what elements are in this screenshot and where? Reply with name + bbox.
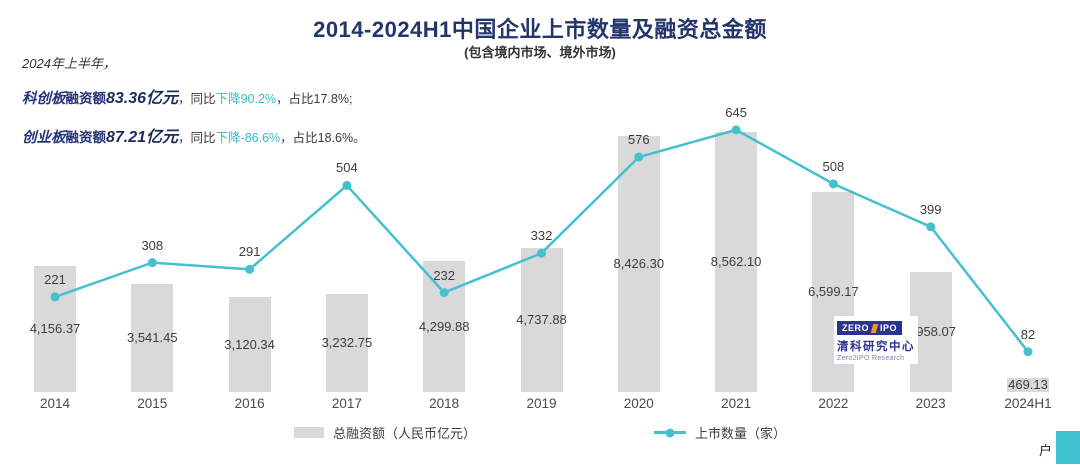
- logo-cn-text: 清科研究中心: [837, 341, 915, 353]
- line-value-label-2024H1: 82: [1020, 326, 1036, 342]
- x-axis-label-2018: 2018: [429, 396, 460, 411]
- bar-value-label-2024H1: 469.13: [1008, 376, 1048, 392]
- line-point-2015: [147, 258, 157, 268]
- x-axis-label-2023: 2023: [915, 396, 946, 411]
- annotation-segment: ，占比18.6%。: [280, 131, 366, 145]
- annotation-segment: 下降-86.6%: [215, 131, 281, 145]
- annotation-segment: 融资额: [65, 130, 107, 145]
- page-title: 2014-2024H1中国企业上市数量及融资总金额: [313, 17, 767, 42]
- bar-2024H1: [1007, 377, 1049, 392]
- annotation-segment: ，同比: [178, 92, 216, 106]
- bar-value-label-2014: 4,156.37: [29, 320, 81, 336]
- x-axis-label-2024H1: 2024H1: [1004, 396, 1052, 411]
- line-dot-icon: [665, 428, 675, 437]
- line-value-label-2017: 504: [336, 160, 358, 176]
- zero2ipo-badge-icon: ZERO IPO: [837, 321, 903, 335]
- cutoff-corner-text: 户: [1039, 443, 1053, 458]
- x-axis-label-2014: 2014: [39, 396, 71, 411]
- annotation-segment: ，同比: [178, 131, 216, 145]
- bar-value-label-2016: 3,120.34: [224, 336, 275, 352]
- line-value-label-2023: 399: [919, 201, 942, 217]
- x-axis-label-2021: 2021: [721, 396, 752, 411]
- line-value-label-2022: 508: [822, 158, 845, 174]
- line-point-2023: [926, 222, 936, 232]
- logo-slash-icon: [870, 323, 879, 333]
- line-value-label-2019: 332: [530, 228, 553, 244]
- line-value-label-2018: 232: [433, 267, 456, 283]
- bar-swatch-icon: [293, 427, 324, 438]
- annotation-segment: 87.21亿元: [106, 129, 179, 146]
- line-point-2016: [245, 264, 255, 274]
- line-value-label-2016: 291: [238, 244, 261, 260]
- bar-value-label-2015: 3,541.45: [126, 330, 178, 346]
- annotation-block: 2024年上半年， 科创板融资额83.36亿元，同比下降90.2%，占比17.8%…: [22, 53, 366, 147]
- zero2ipo-logo: ZERO IPO 清科研究中心 Zero2IPO Research: [834, 316, 918, 364]
- x-axis-label-2020: 2020: [623, 396, 654, 411]
- annotation-segment: 融资额: [65, 91, 107, 106]
- annotation-segment: 创业板: [22, 130, 66, 146]
- annotation-line-1: 2024年上半年，: [22, 53, 366, 73]
- legend-line-label: 上市数量（家）: [695, 426, 787, 441]
- line-point-2024H1: [1023, 347, 1033, 357]
- legend-item-bars: 总融资额（人民币亿元）: [293, 423, 476, 442]
- bar-value-label-2021: 8,562.10: [710, 254, 762, 269]
- annotation-line-2: 科创板融资额83.36亿元，同比下降90.2%，占比17.8%;: [22, 84, 366, 108]
- annotation-line-3: 创业板融资额87.21亿元，同比下降-86.6%，占比18.6%。: [22, 123, 366, 147]
- line-point-2017: [342, 180, 352, 190]
- line-value-label-2014: 221: [44, 271, 66, 287]
- bar-value-label-2022: 6,599.17: [808, 283, 859, 299]
- logo-en-text: Zero2IPO Research: [837, 355, 905, 362]
- cutoff-corner-element: 户: [1039, 431, 1080, 464]
- line-point-2022: [828, 179, 838, 189]
- x-axis-label-2016: 2016: [234, 396, 265, 411]
- annotation-segment: ，占比17.8%;: [276, 92, 353, 106]
- legend: 总融资额（人民币亿元） 上市数量（家）: [0, 423, 1080, 442]
- bar-value-label-2018: 4,299.88: [418, 318, 470, 334]
- legend-bar-label: 总融资额（人民币亿元）: [332, 426, 476, 441]
- x-axis-label-2019: 2019: [526, 396, 557, 411]
- line-swatch-icon: [654, 428, 686, 437]
- legend-item-line: 上市数量（家）: [654, 423, 786, 442]
- bar-value-label-2017: 3,232.75: [321, 334, 373, 350]
- line-value-label-2021: 645: [725, 104, 747, 120]
- annotation-segment: 科创板: [22, 91, 66, 107]
- annotation-segment: 83.36亿元: [106, 90, 179, 107]
- page-subtitle: (包含境内市场、境外市场): [464, 45, 616, 60]
- x-axis-label-2015: 2015: [137, 396, 168, 411]
- annotation-segment: 下降90.2%: [215, 92, 277, 106]
- line-value-label-2015: 308: [141, 237, 164, 253]
- x-axis-label-2017: 2017: [331, 396, 362, 411]
- bar-value-label-2019: 4,737.88: [516, 312, 567, 328]
- x-axis-label-2022: 2022: [818, 396, 849, 411]
- annotation-segment: 2024年上半年，: [22, 56, 116, 71]
- line-value-label-2020: 576: [627, 132, 650, 148]
- bar-value-label-2020: 8,426.30: [613, 256, 665, 272]
